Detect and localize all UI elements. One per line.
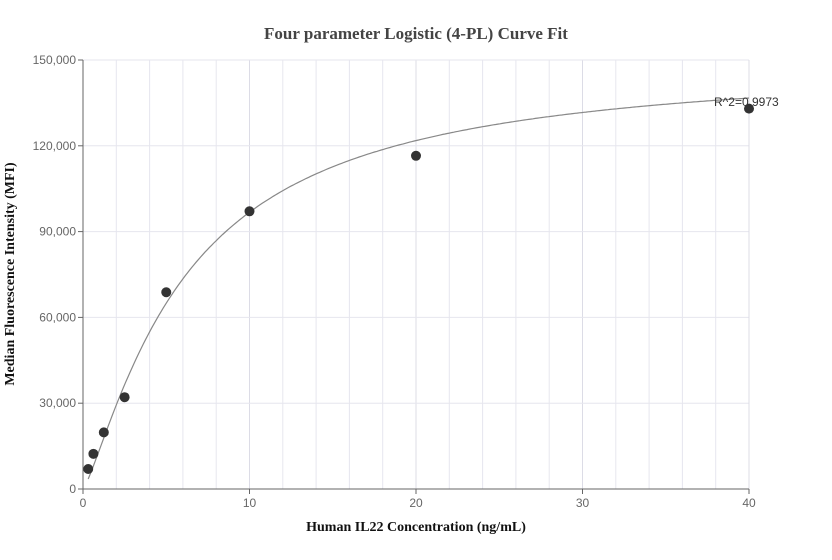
data-point	[411, 150, 421, 161]
x-tick-label: 40	[742, 496, 756, 510]
axes	[78, 59, 750, 494]
x-tick-label: 30	[576, 496, 590, 510]
y-tick-label: 0	[69, 482, 76, 496]
data-point	[119, 392, 130, 403]
grid	[83, 59, 750, 489]
y-tick-label: 60,000	[39, 310, 76, 324]
x-tick-label: 20	[409, 496, 423, 510]
fit-curve-layer	[87, 97, 750, 480]
data-point	[744, 103, 754, 114]
data-point	[244, 206, 255, 217]
data-points	[83, 103, 754, 474]
chart-title: Four parameter Logistic (4-PL) Curve Fit	[264, 24, 568, 43]
y-tick-label: 90,000	[39, 225, 76, 239]
r-squared-annotation: R^2=0.9973	[714, 95, 779, 109]
x-tick-label: 10	[243, 496, 257, 510]
data-point	[88, 448, 99, 459]
y-tick-label: 120,000	[33, 139, 77, 153]
fit-curve	[87, 97, 750, 480]
data-point	[83, 463, 94, 474]
y-tick-label: 30,000	[39, 396, 76, 410]
y-tick-label: 150,000	[33, 53, 77, 67]
tick-labels: 0 30,000 60,000 90,000 120,000 150,000 0 10 20 30…	[33, 53, 756, 510]
y-axis-label: Median Fluorescence Intensity (MFI)	[3, 162, 18, 386]
x-tick-label: 0	[80, 496, 87, 510]
data-point	[161, 287, 172, 298]
x-axis-label: Human IL22 Concentration (ng/mL)	[306, 520, 526, 535]
data-point	[98, 427, 109, 438]
